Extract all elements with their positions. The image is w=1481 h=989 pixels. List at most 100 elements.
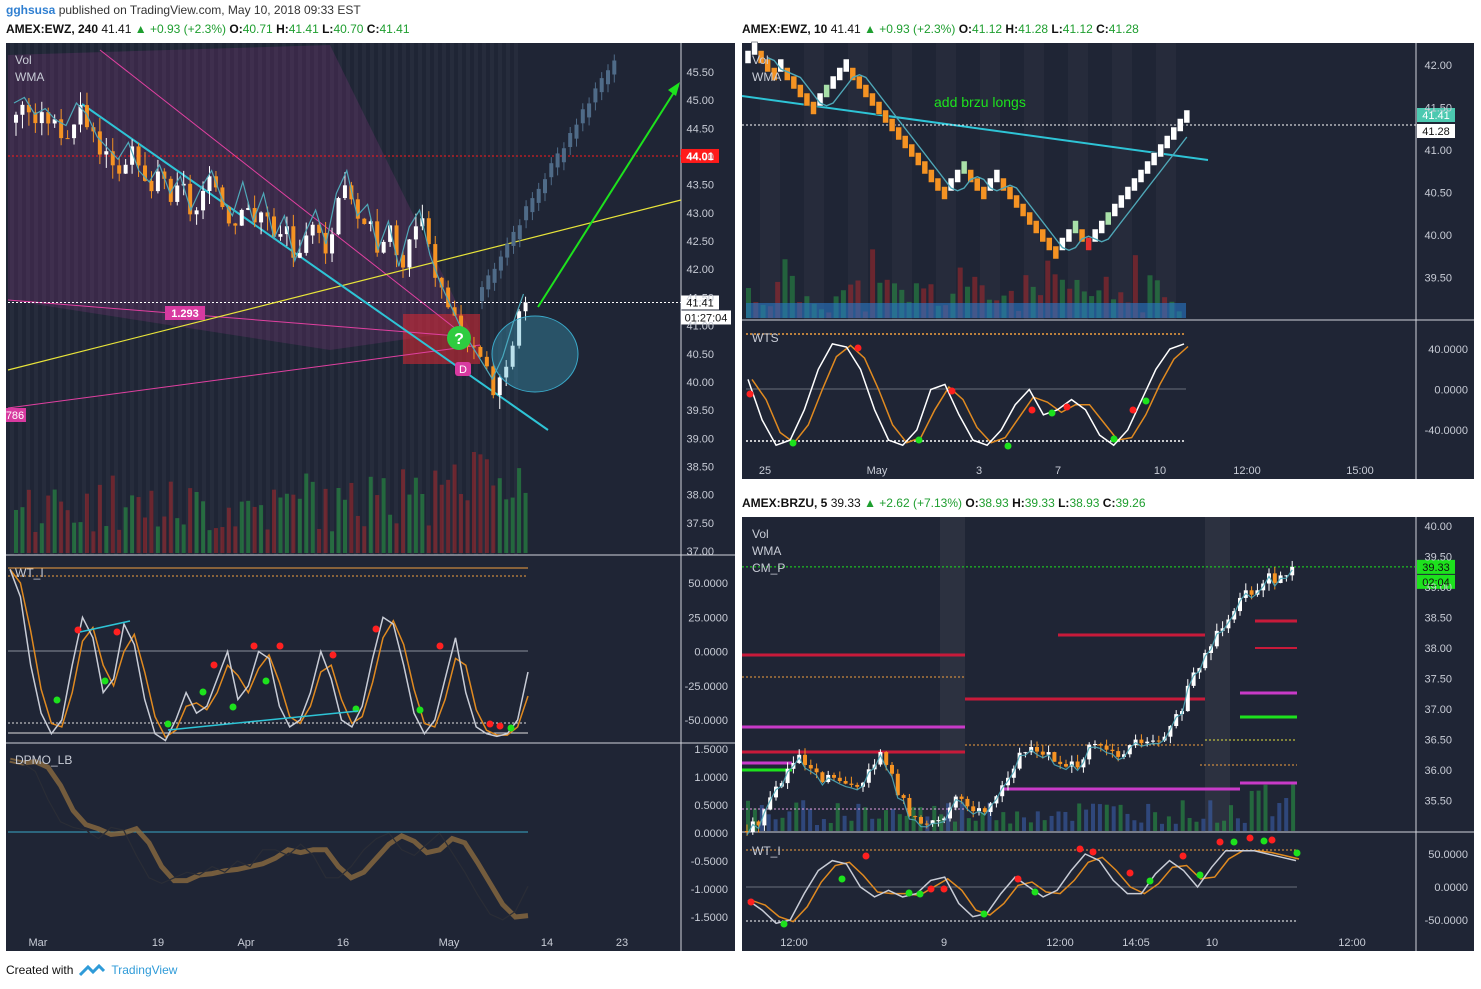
left-price-tick: 45.50	[686, 67, 714, 79]
br-wt-cross-up	[980, 910, 988, 918]
candle-body	[149, 180, 154, 192]
candle-body	[355, 199, 360, 219]
candle-body	[1284, 575, 1289, 577]
bottom-right-chart[interactable]	[742, 517, 1455, 928]
volume-bar	[304, 473, 309, 553]
publish-info: published on TradingView.com, May 10, 20…	[58, 3, 361, 17]
candle-body	[504, 366, 509, 378]
volume-bar	[104, 526, 109, 553]
candle-body	[1220, 628, 1225, 631]
volume-bar	[1242, 822, 1247, 831]
candle-body	[1139, 739, 1144, 744]
wt-cross-down	[250, 642, 258, 650]
renko-brick-up	[1150, 152, 1158, 166]
dpmo-tick: -1.5000	[691, 912, 728, 924]
volume-bar	[207, 530, 212, 553]
br-wt-tick: 50.0000	[1428, 849, 1468, 861]
volume-bar	[884, 810, 888, 831]
volume-bar	[884, 279, 890, 318]
br-time-tick: 12:00	[1046, 937, 1074, 949]
tradingview-link[interactable]: TradingView	[111, 963, 178, 977]
candle-body	[517, 311, 522, 346]
volume-bar	[388, 514, 393, 553]
volume-bar	[368, 476, 373, 553]
candle-body	[452, 307, 457, 316]
volume-bar	[1201, 818, 1206, 831]
dpmo-tick: 0.5000	[694, 800, 728, 812]
volume-bar	[72, 522, 77, 553]
projection-candle	[587, 103, 592, 118]
renko-brick-up	[1137, 169, 1145, 183]
left-chart[interactable]: ? D 1.293 786	[6, 43, 731, 921]
candle-body	[1214, 630, 1219, 647]
candle-body	[110, 151, 115, 166]
volume-bar	[821, 819, 826, 831]
volume-bar	[220, 527, 225, 553]
dpmo-name: DPMO_LB	[15, 753, 72, 767]
wt-cross-down	[276, 642, 284, 650]
projection-candle	[599, 78, 604, 93]
left-price-tick: 37.50	[686, 518, 714, 530]
renko-brick-down	[1039, 228, 1046, 243]
candle-body	[936, 820, 941, 822]
tr-price-tick: 42.00	[1424, 60, 1452, 72]
tr-symbol[interactable]: AMEX:EWZ, 10	[742, 22, 828, 36]
candle-body	[207, 176, 212, 191]
volume-bar	[46, 495, 51, 553]
volume-bar	[194, 491, 199, 553]
candle-body	[971, 806, 976, 812]
volume-bar	[330, 531, 335, 553]
br-time-axis	[742, 931, 1474, 951]
volume-bar	[510, 497, 515, 553]
fib-line	[7, 344, 481, 409]
tr-last-label: 41.41	[1422, 110, 1450, 122]
volume-bar	[1125, 813, 1130, 831]
top-right-chart[interactable]: add brzu longs	[741, 41, 1455, 450]
volume-bar	[433, 470, 438, 553]
renko-brick-up	[1163, 135, 1171, 149]
wt-cross-up	[199, 688, 207, 696]
volume-bar	[381, 478, 386, 553]
wt-signal-line	[9, 568, 529, 739]
publisher-username[interactable]: gghsusa	[6, 3, 56, 17]
volume-bar	[394, 523, 399, 553]
projection-candle	[498, 256, 503, 271]
left-symbol[interactable]: AMEX:EWZ, 240	[6, 22, 99, 36]
bg-stripe	[1156, 43, 1176, 320]
tr-last-price: 41.41	[830, 22, 861, 36]
volume-bar	[890, 808, 895, 831]
projection-candle	[561, 148, 566, 163]
volume-bar	[1173, 823, 1178, 831]
bg-stripe	[466, 43, 470, 555]
volume-bar	[913, 283, 919, 318]
br-symbol[interactable]: AMEX:BRZU, 5	[742, 496, 828, 510]
renko-brick-down	[862, 84, 870, 98]
tr-price-tick: 40.00	[1424, 230, 1452, 242]
volume-bar	[91, 531, 96, 553]
wt-tick: 50.0000	[688, 578, 728, 590]
wts-cross-up	[1110, 435, 1118, 443]
resistance-badge	[681, 148, 719, 163]
volume-bar	[188, 488, 193, 553]
volume-bar	[439, 484, 444, 553]
renko-brick-up	[843, 58, 850, 73]
left-price-tick: 42.50	[686, 236, 714, 248]
candle-body	[130, 146, 135, 165]
br-wt-cross-down	[1089, 848, 1097, 856]
candle-body	[136, 146, 141, 166]
br-wt-cross-up	[838, 875, 846, 883]
trade-annotation: add brzu longs	[934, 94, 1026, 110]
renko-brick-down	[974, 177, 981, 192]
candle-body	[988, 803, 993, 813]
ohlc-key: C:	[1092, 22, 1109, 36]
question-icon	[447, 326, 471, 350]
candle-body	[401, 255, 405, 268]
candle-body	[924, 823, 929, 825]
bg-stripe	[1068, 43, 1088, 320]
wt-cross-down	[74, 626, 82, 634]
volume-bar	[808, 808, 813, 831]
br-wt-cross-up	[1230, 838, 1238, 846]
renko-brick-up	[993, 169, 1001, 183]
candle-body	[1145, 741, 1150, 744]
